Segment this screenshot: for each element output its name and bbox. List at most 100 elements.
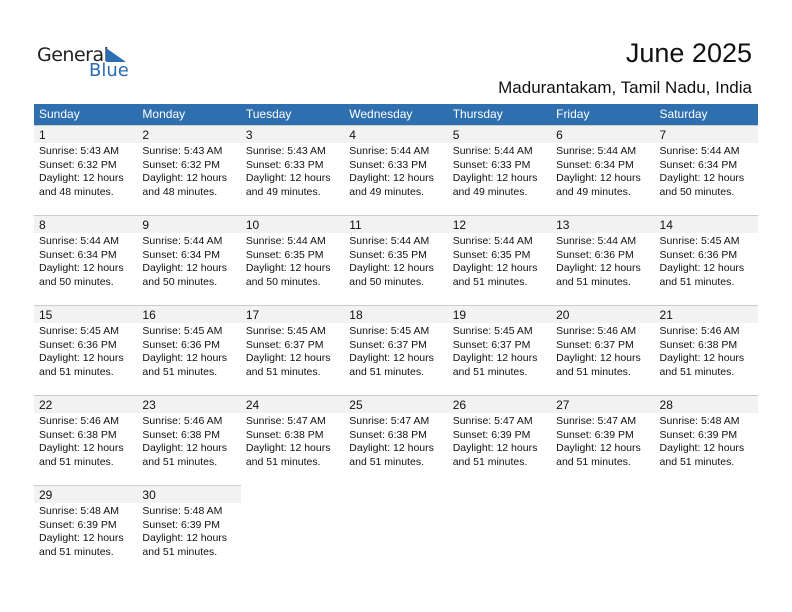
daylight: Daylight: 12 hours xyxy=(556,172,641,184)
day-cell: 24 Sunrise: 5:47 AM Sunset: 6:38 PM Dayligh… xyxy=(240,395,345,485)
sunset: Sunset: 6:37 PM xyxy=(556,338,634,351)
daylight-minutes: and 51 minutes. xyxy=(659,275,735,288)
day-cell: 27 Sunrise: 5:47 AM Sunset: 6:39 PM Dayligh… xyxy=(551,395,655,485)
sunset: Sunset: 6:38 PM xyxy=(245,428,324,441)
weekday-monday: Monday xyxy=(142,107,186,121)
sunset: Sunset: 6:32 PM xyxy=(142,158,221,171)
day-number: 10 xyxy=(240,215,345,233)
day-number: 16 xyxy=(137,305,241,323)
sunrise: Sunrise: 5:47 AM xyxy=(245,415,326,427)
sunrise: Sunrise: 5:47 AM xyxy=(349,415,430,427)
day-cell: 5 Sunrise: 5:44 AM Sunset: 6:33 PM Daylight… xyxy=(447,125,552,215)
sunset: Sunset: 6:35 PM xyxy=(452,248,531,261)
logo-triangle-icon xyxy=(106,48,126,62)
sunset: Sunset: 6:35 PM xyxy=(245,248,324,261)
weekday-header: Sunday Monday Tuesday Wednesday Thursday Frid… xyxy=(34,104,758,125)
day-cell: 18 Sunrise: 5:45 AM Sunset: 6:37 PM Dayligh… xyxy=(344,305,448,395)
daylight-minutes: and 51 minutes. xyxy=(245,365,321,378)
logo-text-blue: Blue xyxy=(89,60,129,81)
daylight-minutes: and 48 minutes. xyxy=(39,185,114,198)
week-row: 22 Sunrise: 5:46 AM Sunset: 6:38 PM Dayligh… xyxy=(34,395,758,485)
daylight-minutes: and 51 minutes. xyxy=(39,545,114,558)
day-number: 28 xyxy=(654,395,758,413)
weekday-saturday: Saturday xyxy=(659,107,708,121)
daylight: Daylight: 12 hours xyxy=(349,172,434,184)
weekday-friday: Friday xyxy=(556,107,590,121)
sunrise: Sunrise: 5:44 AM xyxy=(349,235,430,247)
day-cell: 30 Sunrise: 5:48 AM Sunset: 6:39 PM Dayligh… xyxy=(137,485,241,575)
daylight-minutes: and 51 minutes. xyxy=(452,455,528,468)
daylight: Daylight: 12 hours xyxy=(349,352,434,364)
empty-cell xyxy=(551,485,654,575)
sunrise: Sunrise: 5:46 AM xyxy=(556,325,637,337)
day-number: 5 xyxy=(447,125,552,143)
weekday-wednesday: Wednesday xyxy=(349,107,413,121)
daylight-minutes: and 51 minutes. xyxy=(556,275,631,288)
day-number: 3 xyxy=(240,125,345,143)
daylight: Daylight: 12 hours xyxy=(452,172,538,184)
sunrise: Sunrise: 5:47 AM xyxy=(452,415,533,427)
daylight: Daylight: 12 hours xyxy=(349,262,434,274)
daylight-minutes: and 51 minutes. xyxy=(349,365,424,378)
day-number: 25 xyxy=(344,395,448,413)
sunrise: Sunrise: 5:48 AM xyxy=(659,415,740,427)
day-cell: 29 Sunrise: 5:48 AM Sunset: 6:39 PM Dayligh… xyxy=(34,485,138,575)
daylight: Daylight: 12 hours xyxy=(39,352,124,364)
sunrise: Sunrise: 5:44 AM xyxy=(659,145,740,157)
sunset: Sunset: 6:33 PM xyxy=(245,158,324,171)
day-number: 20 xyxy=(551,305,655,323)
daylight: Daylight: 12 hours xyxy=(659,262,745,274)
week-row: 1 Sunrise: 5:43 AM Sunset: 6:32 PM Daylight… xyxy=(34,125,758,215)
sunset: Sunset: 6:36 PM xyxy=(659,248,738,261)
sunrise: Sunrise: 5:46 AM xyxy=(659,325,740,337)
sunset: Sunset: 6:33 PM xyxy=(452,158,531,171)
sunset: Sunset: 6:39 PM xyxy=(39,518,117,531)
sunrise: Sunrise: 5:45 AM xyxy=(659,235,740,247)
daylight: Daylight: 12 hours xyxy=(245,352,331,364)
day-cell: 15 Sunrise: 5:45 AM Sunset: 6:36 PM Dayligh… xyxy=(34,305,138,395)
daylight: Daylight: 12 hours xyxy=(142,172,228,184)
day-number: 19 xyxy=(447,305,552,323)
daylight: Daylight: 12 hours xyxy=(659,172,745,184)
day-number: 24 xyxy=(240,395,345,413)
day-number: 6 xyxy=(551,125,655,143)
day-number: 23 xyxy=(137,395,241,413)
daylight: Daylight: 12 hours xyxy=(142,442,228,454)
daylight-minutes: and 50 minutes. xyxy=(659,185,735,198)
location: Madurantakam, Tamil Nadu, India xyxy=(498,78,752,97)
daylight-minutes: and 50 minutes. xyxy=(349,275,424,288)
day-cell: 22 Sunrise: 5:46 AM Sunset: 6:38 PM Dayligh… xyxy=(34,395,138,485)
day-cell: 23 Sunrise: 5:46 AM Sunset: 6:38 PM Dayligh… xyxy=(137,395,241,485)
daylight: Daylight: 12 hours xyxy=(452,352,538,364)
daylight-minutes: and 51 minutes. xyxy=(39,455,114,468)
sunset: Sunset: 6:39 PM xyxy=(452,428,531,441)
day-cell: 21 Sunrise: 5:46 AM Sunset: 6:38 PM Dayligh… xyxy=(654,305,758,395)
day-cell: 13 Sunrise: 5:44 AM Sunset: 6:36 PM Dayligh… xyxy=(551,215,655,305)
sunrise: Sunrise: 5:44 AM xyxy=(556,235,637,247)
daylight-minutes: and 51 minutes. xyxy=(452,365,528,378)
sunset: Sunset: 6:38 PM xyxy=(659,338,738,351)
sunrise: Sunrise: 5:44 AM xyxy=(556,145,637,157)
page-title: June 2025 xyxy=(625,38,752,68)
day-number: 7 xyxy=(654,125,758,143)
day-number: 12 xyxy=(447,215,552,233)
day-number: 9 xyxy=(137,215,241,233)
sunset: Sunset: 6:36 PM xyxy=(556,248,634,261)
sunrise: Sunrise: 5:43 AM xyxy=(142,145,223,157)
empty-cell xyxy=(655,485,758,575)
sunrise: Sunrise: 5:43 AM xyxy=(39,145,119,157)
day-number: 27 xyxy=(551,395,655,413)
daylight-minutes: and 51 minutes. xyxy=(142,365,218,378)
sunrise: Sunrise: 5:45 AM xyxy=(142,325,223,337)
sunset: Sunset: 6:38 PM xyxy=(142,428,221,441)
day-cell: 6 Sunrise: 5:44 AM Sunset: 6:34 PM Daylight… xyxy=(551,125,655,215)
daylight: Daylight: 12 hours xyxy=(452,442,538,454)
daylight: Daylight: 12 hours xyxy=(39,172,124,184)
day-cell: 4 Sunrise: 5:44 AM Sunset: 6:33 PM Daylight… xyxy=(344,125,448,215)
day-cell: 11 Sunrise: 5:44 AM Sunset: 6:35 PM Dayligh… xyxy=(344,215,448,305)
daylight: Daylight: 12 hours xyxy=(556,352,641,364)
week-row: 29 Sunrise: 5:48 AM Sunset: 6:39 PM Dayligh… xyxy=(34,485,758,575)
day-number: 2 xyxy=(137,125,241,143)
week-row: 15 Sunrise: 5:45 AM Sunset: 6:36 PM Dayligh… xyxy=(34,305,758,395)
daylight-minutes: and 51 minutes. xyxy=(659,365,735,378)
